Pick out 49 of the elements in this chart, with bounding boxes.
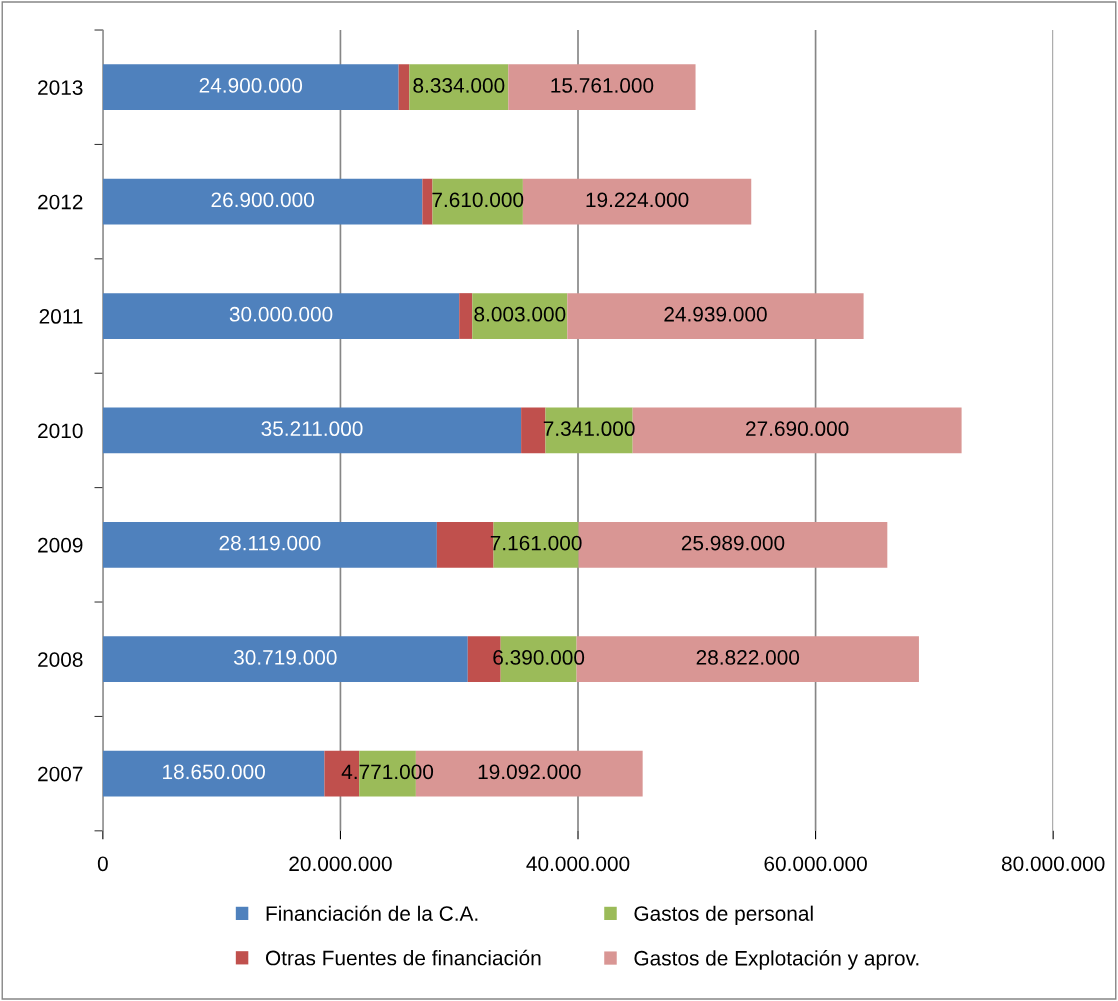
bar [102, 750, 325, 797]
data-label: 19.224.000 [586, 192, 689, 208]
x-tick-label: 20.000.000 [289, 856, 392, 872]
data-label: 24.900.000 [199, 78, 303, 93]
y-tick-label: 2009 [38, 537, 83, 553]
data-label: 35.211.000 [261, 421, 363, 437]
y-tick-label: 2008 [38, 652, 83, 667]
data-label: 8.003.000 [474, 306, 566, 322]
x-tick-label: 60.000.000 [764, 856, 867, 872]
data-label: 15.761.000 [551, 78, 654, 93]
bar [508, 64, 696, 111]
bar [398, 64, 410, 111]
bar [459, 293, 473, 339]
data-label: 30.000.000 [229, 306, 333, 322]
bar [567, 293, 864, 339]
legend-label: Gastos de Explotación y aprov. [634, 950, 919, 970]
y-tick-label: 2011 [39, 309, 83, 324]
y-tick-label: 2012 [38, 194, 83, 210]
legend-label: Otras Fuentes de financiación [265, 949, 541, 966]
bar [102, 293, 460, 339]
data-label: 19.092.000 [478, 764, 581, 780]
data-label: 8.334.000 [413, 78, 505, 93]
data-label: 28.822.000 [696, 650, 800, 665]
data-label: 26.900.000 [211, 192, 314, 208]
legend-label: Financiación de la C.A. [266, 905, 478, 921]
x-tick-label: 80.000.000 [1001, 856, 1105, 872]
bar [409, 64, 509, 111]
data-label: 7.610.000 [432, 192, 524, 208]
data-label: 28.119.000 [219, 535, 321, 551]
bar [472, 293, 568, 339]
y-tick-label: 2013 [38, 80, 83, 95]
x-tick-label: 0 [97, 856, 108, 872]
y-tick-label: 2010 [38, 423, 83, 439]
data-label: 27.690.000 [746, 421, 849, 437]
data-label: 30.719.000 [233, 650, 337, 665]
bar [102, 407, 522, 454]
bar [102, 636, 468, 683]
data-label: 24.939.000 [664, 306, 767, 322]
bar [432, 178, 523, 225]
y-tick-label: 2007 [38, 766, 83, 782]
bar [102, 521, 437, 568]
bar [422, 178, 433, 225]
bar [522, 178, 752, 225]
data-label: 25.989.000 [681, 535, 785, 551]
legend-label: Gastos de personal [634, 905, 813, 926]
x-tick-label: 40.000.000 [526, 856, 630, 872]
bar [102, 178, 423, 225]
data-label: 18.650.000 [163, 764, 265, 780]
bar [102, 64, 399, 111]
